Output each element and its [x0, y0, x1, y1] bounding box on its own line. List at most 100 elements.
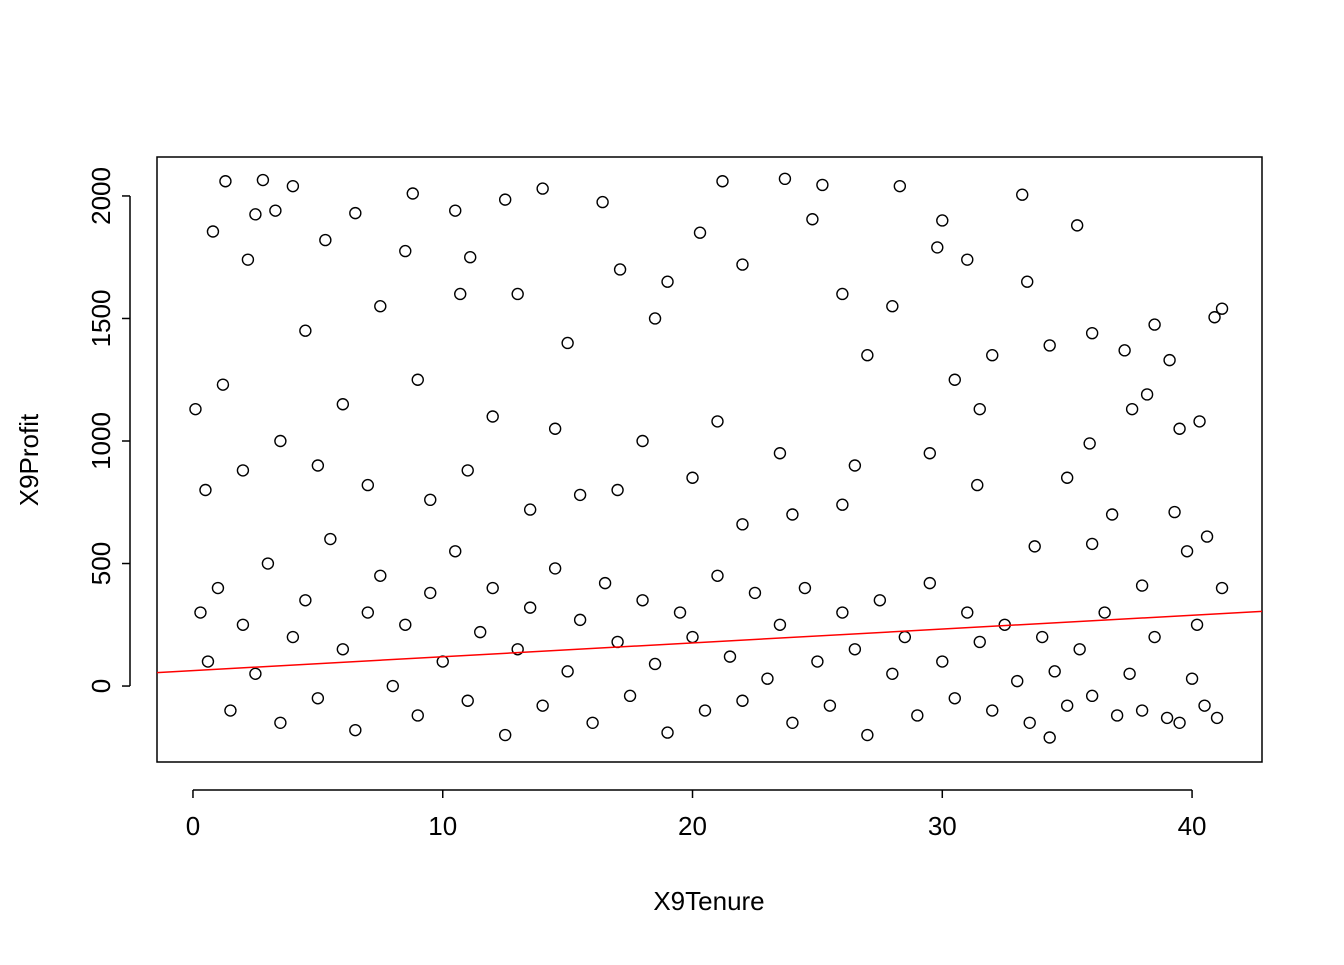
point	[286, 630, 300, 644]
point	[386, 679, 399, 693]
point	[893, 179, 907, 193]
point	[673, 606, 687, 619]
point	[648, 657, 662, 671]
point	[319, 233, 332, 247]
point	[449, 204, 462, 217]
point	[474, 625, 487, 639]
point	[1060, 699, 1074, 712]
point	[1185, 672, 1199, 685]
point	[1180, 545, 1194, 558]
point	[1060, 471, 1074, 484]
point	[1098, 606, 1111, 619]
plot-frame	[156, 156, 1263, 763]
y-tick-label: 1000	[86, 412, 116, 470]
x-tick-label: 40	[1178, 811, 1207, 841]
point	[449, 545, 462, 558]
point	[311, 459, 325, 472]
point	[461, 464, 474, 477]
point	[973, 635, 986, 649]
y-axis-label: X9Profit	[14, 413, 44, 506]
point	[224, 704, 237, 717]
point	[1023, 716, 1036, 729]
point	[454, 287, 467, 301]
point	[613, 263, 627, 276]
point	[1173, 716, 1186, 729]
point	[786, 508, 799, 521]
point	[536, 699, 549, 712]
point	[786, 716, 799, 729]
point	[486, 410, 499, 423]
x-tick-label: 10	[428, 811, 457, 841]
point	[948, 373, 961, 386]
point	[711, 569, 724, 582]
x-tick-label: 0	[186, 811, 200, 841]
y-tick-label: 2000	[86, 167, 116, 225]
point	[636, 434, 649, 448]
point	[249, 667, 262, 680]
point	[1198, 699, 1211, 712]
point	[1070, 219, 1084, 232]
point	[986, 349, 999, 362]
point	[219, 175, 232, 188]
point	[596, 195, 609, 209]
point	[1140, 388, 1154, 401]
point	[299, 594, 312, 607]
point	[898, 630, 912, 644]
point	[1163, 353, 1176, 367]
point	[349, 723, 362, 737]
point	[1083, 437, 1096, 450]
point	[206, 225, 220, 238]
point	[1021, 275, 1034, 288]
point	[424, 493, 437, 507]
y-tick-label: 500	[86, 542, 116, 585]
point	[961, 606, 974, 619]
point	[511, 643, 524, 656]
point	[411, 373, 424, 386]
point	[636, 594, 649, 607]
point	[299, 324, 312, 337]
point	[498, 728, 512, 742]
point	[523, 503, 537, 516]
point	[986, 704, 999, 717]
point	[1028, 540, 1041, 553]
point	[1035, 630, 1049, 644]
point	[1011, 674, 1024, 688]
point	[548, 422, 562, 435]
point	[1085, 689, 1099, 703]
point	[961, 253, 974, 266]
point	[611, 483, 624, 497]
point	[1215, 581, 1229, 595]
point	[1125, 402, 1139, 416]
point	[611, 635, 624, 649]
point	[324, 532, 337, 546]
point	[836, 606, 849, 619]
point	[361, 478, 375, 492]
point	[661, 275, 674, 288]
point	[586, 716, 599, 729]
point	[1016, 188, 1029, 201]
y-tick-label: 1500	[86, 290, 116, 348]
point	[406, 187, 419, 200]
trend-line	[156, 610, 1263, 674]
point	[523, 601, 537, 614]
point	[1160, 711, 1174, 725]
point	[1135, 704, 1149, 717]
point	[873, 594, 887, 607]
point	[199, 483, 212, 497]
point	[486, 581, 499, 595]
point	[686, 630, 699, 644]
point	[836, 287, 849, 301]
x-tick-label: 20	[678, 811, 707, 841]
point	[374, 569, 387, 582]
point	[274, 716, 287, 729]
point	[269, 204, 282, 217]
point	[424, 586, 437, 600]
point	[1123, 667, 1136, 680]
point	[598, 576, 612, 590]
point	[1208, 311, 1221, 324]
point	[1193, 415, 1206, 428]
point	[973, 402, 986, 416]
point	[249, 208, 262, 221]
point	[723, 650, 737, 663]
